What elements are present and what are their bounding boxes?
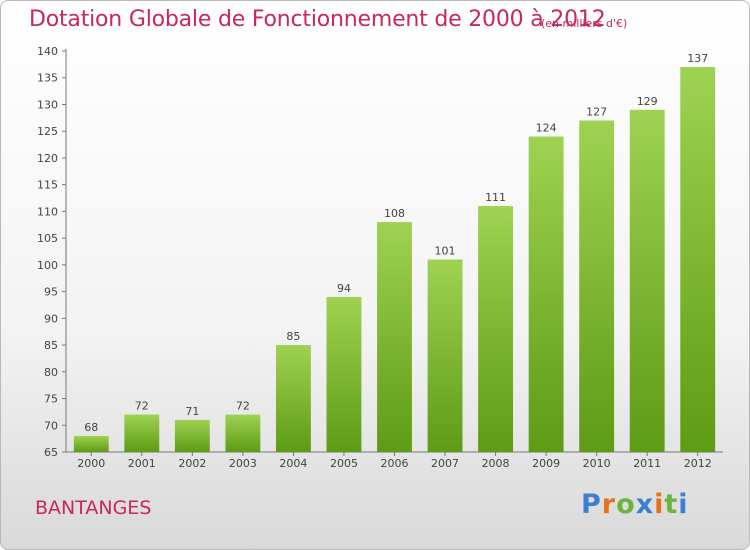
data-label-2002: 71 [185, 405, 199, 418]
x-tick-label-2008: 2008 [482, 457, 510, 470]
logo-letter: P [581, 489, 602, 520]
x-tick-label-2009: 2009 [532, 457, 560, 470]
data-label-2007: 101 [435, 245, 456, 258]
logo-letter: o [616, 489, 636, 520]
logo-letter: r [601, 489, 617, 520]
x-tick-label-2003: 2003 [229, 457, 257, 470]
data-label-2009: 124 [536, 122, 557, 135]
y-tick-label: 115 [37, 179, 58, 192]
bar-2009 [528, 136, 564, 452]
x-tick-label-2004: 2004 [279, 457, 307, 470]
bar-2006 [377, 222, 412, 452]
data-label-2011: 129 [637, 95, 658, 108]
x-tick-label-2010: 2010 [583, 457, 611, 470]
y-tick-label: 65 [44, 446, 58, 459]
y-tick-label: 70 [44, 419, 58, 432]
chart-unit-note: (en milliers d'€) [541, 17, 628, 30]
data-labels: 68 72 71 72 85 94 108 101 111 124 127 129 137 [84, 52, 708, 434]
y-tick-label: 100 [37, 259, 58, 272]
x-axis: 2000 2001 2002 2003 2004 2005 2006 2007 2008 2009… [66, 451, 723, 470]
bar-2004 [275, 345, 311, 452]
logo-letter: i [654, 489, 665, 520]
y-tick-label: 125 [37, 125, 58, 138]
logo-letter: i [678, 489, 689, 520]
y-tick-label: 120 [37, 152, 58, 165]
x-tick-label-2001: 2001 [128, 457, 156, 470]
data-label-2003: 72 [236, 400, 250, 413]
bar-2011 [629, 109, 665, 453]
y-tick-label: 105 [37, 232, 58, 245]
data-label-2000: 68 [84, 421, 98, 434]
bar-2007 [427, 259, 463, 452]
bar-2012 [680, 67, 716, 452]
data-label-2012: 137 [687, 52, 708, 65]
logo-letter: t [664, 489, 679, 520]
bar-2008 [478, 206, 514, 452]
proxiti-logo: Proxiti [581, 489, 689, 520]
y-tick-label: 130 [37, 98, 58, 111]
y-tick-label: 80 [44, 366, 58, 379]
y-tick-label: 110 [37, 205, 58, 218]
y-tick-label: 135 [37, 72, 58, 85]
bar-2000 [73, 435, 109, 452]
x-tick-label-2002: 2002 [178, 457, 206, 470]
bar-2010 [579, 120, 615, 453]
bar-2001 [124, 414, 160, 452]
y-tick-label: 140 [37, 45, 58, 58]
y-tick-label: 75 [44, 393, 58, 406]
y-axis: 65 70 75 80 85 90 95 100 105 110 115 120 125 130 135 14… [37, 45, 67, 459]
data-label-2005: 94 [337, 282, 351, 295]
data-label-2008: 111 [485, 191, 506, 204]
bar-2005 [326, 296, 362, 452]
bar-2002 [174, 419, 210, 452]
x-tick-label-2005: 2005 [330, 457, 358, 470]
bar-series [73, 67, 716, 453]
bar-2003 [225, 414, 261, 452]
data-label-2006: 108 [384, 207, 405, 220]
x-tick-label-2000: 2000 [77, 457, 105, 470]
commune-name: BANTANGES [35, 497, 152, 519]
x-tick-label-2006: 2006 [381, 457, 409, 470]
logo-letter: x [635, 489, 655, 520]
data-label-2010: 127 [586, 106, 607, 119]
chart-title: Dotation Globale de Fonctionnement de 20… [29, 7, 606, 32]
x-tick-label-2007: 2007 [431, 457, 459, 470]
x-tick-label-2011: 2011 [633, 457, 661, 470]
data-label-2001: 72 [135, 400, 149, 413]
y-tick-label: 90 [44, 312, 58, 325]
y-tick-label: 85 [44, 339, 58, 352]
y-tick-label: 95 [44, 286, 58, 299]
data-label-2004: 85 [286, 330, 300, 343]
x-tick-label-2012: 2012 [684, 457, 712, 470]
